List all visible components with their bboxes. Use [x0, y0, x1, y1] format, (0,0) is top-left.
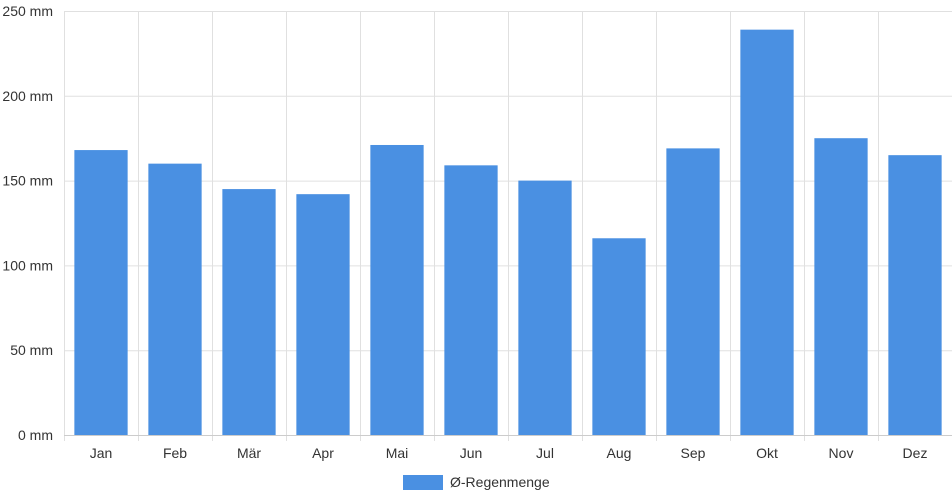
y-tick-label: 0 mm [18, 427, 53, 443]
x-tick-label: Mai [386, 445, 409, 461]
bars [74, 29, 942, 435]
y-tick-label: 100 mm [2, 257, 53, 273]
x-tick-label: Aug [607, 445, 632, 461]
x-tick-label: Feb [163, 445, 187, 461]
bar[interactable] [222, 189, 276, 435]
x-tick-label: Jul [536, 445, 554, 461]
x-tick-label: Apr [312, 445, 334, 461]
x-tick-label: Jun [460, 445, 483, 461]
y-tick-label: 250 mm [2, 3, 53, 19]
x-tick-label: Nov [829, 445, 854, 461]
x-tick-label: Mär [237, 445, 261, 461]
legend-swatch[interactable] [403, 475, 443, 490]
bar[interactable] [370, 144, 424, 435]
bar[interactable] [592, 238, 646, 435]
bar[interactable] [740, 29, 794, 435]
x-axis: Jan Feb Mär Apr Mai Jun Jul Aug Sep Okt Nov Dez [64, 435, 952, 461]
bar[interactable] [444, 165, 498, 435]
y-tick-label: 50 mm [10, 342, 53, 358]
bar[interactable] [518, 180, 572, 435]
bar[interactable] [74, 150, 128, 435]
bar[interactable] [814, 138, 868, 435]
x-tick-label: Okt [756, 445, 778, 461]
legend-label[interactable]: Ø-Regenmenge [450, 474, 550, 490]
x-tick-label: Sep [681, 445, 706, 461]
y-axis: 0 mm 50 mm 100 mm 150 mm 200 mm 250 mm [2, 3, 53, 443]
legend[interactable]: Ø-Regenmenge [403, 474, 550, 490]
bar[interactable] [888, 155, 942, 435]
bar[interactable] [148, 163, 202, 435]
x-tick-label: Dez [903, 445, 928, 461]
y-tick-label: 200 mm [2, 88, 53, 104]
bar[interactable] [296, 194, 350, 435]
grid [64, 11, 952, 441]
bar[interactable] [666, 148, 720, 435]
x-tick-label: Jan [90, 445, 113, 461]
y-tick-label: 150 mm [2, 173, 53, 189]
